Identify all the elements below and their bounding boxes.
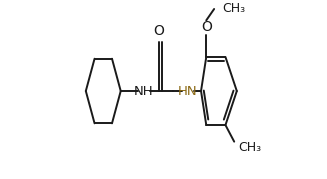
Text: CH₃: CH₃: [239, 141, 262, 154]
Text: CH₃: CH₃: [222, 2, 245, 15]
Text: O: O: [201, 20, 212, 34]
Text: HN: HN: [178, 84, 198, 98]
Text: O: O: [154, 24, 164, 38]
Text: NH: NH: [134, 84, 154, 98]
